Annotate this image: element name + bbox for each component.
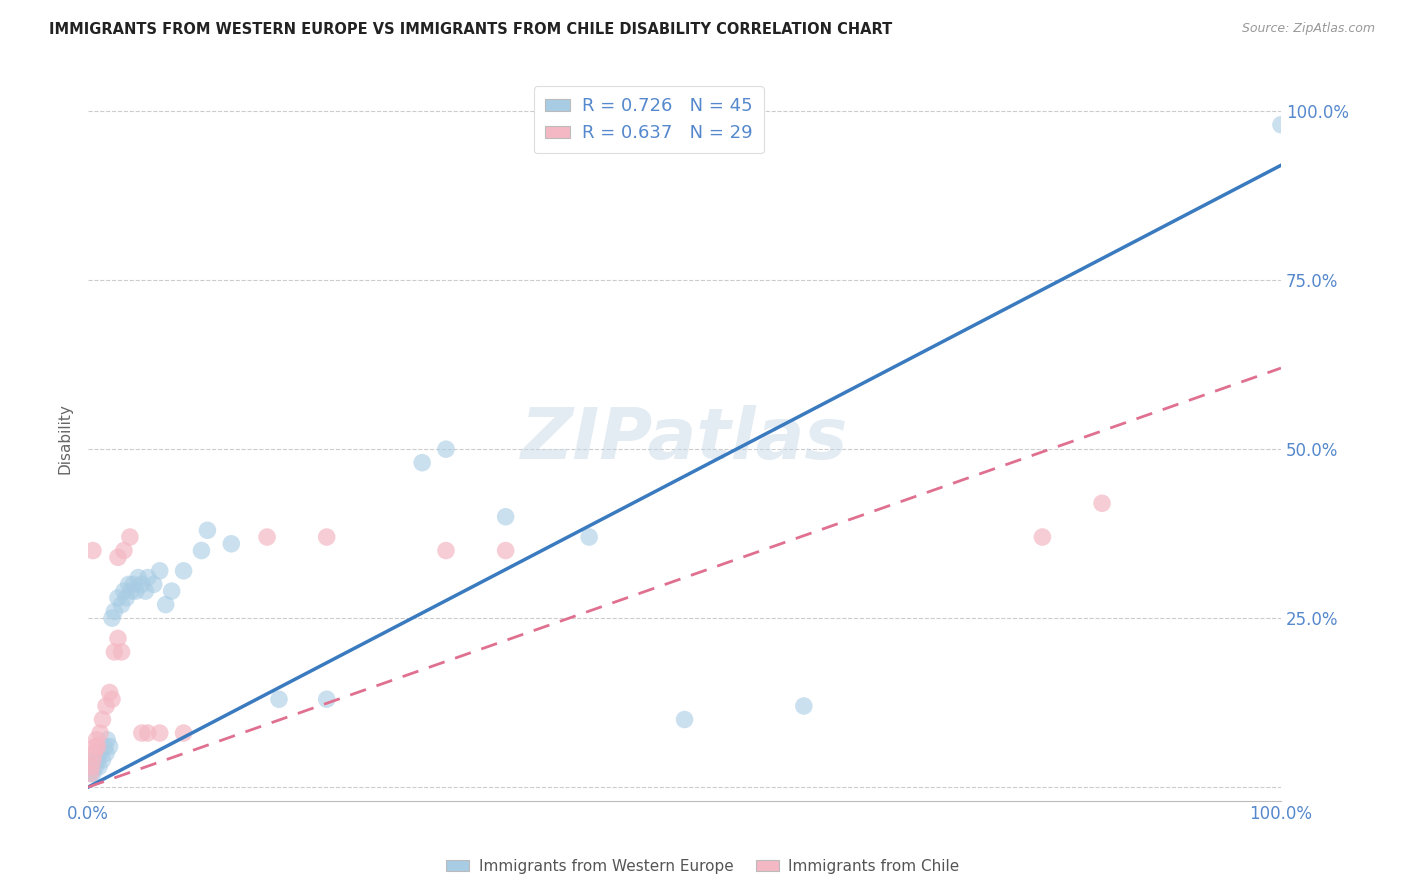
- Point: [112, 584, 135, 599]
- Point: [434, 442, 457, 457]
- Point: [110, 598, 132, 612]
- Point: [86, 753, 108, 767]
- Point: [86, 732, 108, 747]
- Point: [256, 530, 278, 544]
- Point: [86, 739, 108, 754]
- Point: [82, 543, 104, 558]
- Point: [118, 530, 141, 544]
- Point: [136, 726, 159, 740]
- Point: [160, 584, 183, 599]
- Point: [118, 577, 141, 591]
- Point: [578, 530, 600, 544]
- Point: [80, 760, 103, 774]
- Point: [197, 523, 219, 537]
- Point: [1270, 118, 1292, 132]
- Point: [84, 739, 107, 754]
- Point: [94, 739, 117, 754]
- Point: [101, 611, 124, 625]
- Point: [149, 564, 172, 578]
- Point: [87, 760, 110, 774]
- Point: [315, 692, 337, 706]
- Point: [82, 753, 104, 767]
- Point: [1031, 530, 1053, 544]
- Point: [98, 685, 121, 699]
- Point: [673, 713, 696, 727]
- Point: [79, 766, 101, 780]
- Point: [173, 564, 195, 578]
- Point: [89, 726, 111, 740]
- Y-axis label: Disability: Disability: [58, 403, 72, 475]
- Point: [103, 645, 125, 659]
- Point: [94, 698, 117, 713]
- Point: [125, 584, 148, 599]
- Point: [96, 732, 118, 747]
- Point: [411, 456, 433, 470]
- Point: [120, 584, 142, 599]
- Point: [103, 604, 125, 618]
- Point: [127, 571, 149, 585]
- Point: [91, 713, 114, 727]
- Point: [793, 698, 815, 713]
- Point: [134, 584, 156, 599]
- Point: [434, 543, 457, 558]
- Point: [131, 726, 153, 740]
- Point: [149, 726, 172, 740]
- Text: IMMIGRANTS FROM WESTERN EUROPE VS IMMIGRANTS FROM CHILE DISABILITY CORRELATION C: IMMIGRANTS FROM WESTERN EUROPE VS IMMIGR…: [49, 22, 893, 37]
- Point: [315, 530, 337, 544]
- Point: [173, 726, 195, 740]
- Point: [79, 766, 101, 780]
- Point: [155, 598, 177, 612]
- Point: [136, 571, 159, 585]
- Point: [98, 739, 121, 754]
- Point: [107, 550, 129, 565]
- Legend: R = 0.726   N = 45, R = 0.637   N = 29: R = 0.726 N = 45, R = 0.637 N = 29: [534, 87, 763, 153]
- Point: [94, 747, 117, 761]
- Point: [80, 760, 103, 774]
- Point: [495, 543, 517, 558]
- Point: [115, 591, 138, 605]
- Legend: Immigrants from Western Europe, Immigrants from Chile: Immigrants from Western Europe, Immigran…: [440, 853, 966, 880]
- Point: [83, 747, 105, 761]
- Point: [110, 645, 132, 659]
- Point: [267, 692, 290, 706]
- Point: [107, 591, 129, 605]
- Point: [86, 747, 108, 761]
- Point: [221, 537, 243, 551]
- Point: [495, 509, 517, 524]
- Point: [190, 543, 212, 558]
- Point: [83, 753, 105, 767]
- Point: [82, 766, 104, 780]
- Point: [84, 760, 107, 774]
- Point: [89, 747, 111, 761]
- Point: [91, 753, 114, 767]
- Point: [131, 577, 153, 591]
- Text: ZIPatlas: ZIPatlas: [520, 405, 848, 474]
- Text: Source: ZipAtlas.com: Source: ZipAtlas.com: [1241, 22, 1375, 36]
- Point: [142, 577, 165, 591]
- Point: [101, 692, 124, 706]
- Point: [122, 577, 145, 591]
- Point: [1091, 496, 1114, 510]
- Point: [107, 632, 129, 646]
- Point: [112, 543, 135, 558]
